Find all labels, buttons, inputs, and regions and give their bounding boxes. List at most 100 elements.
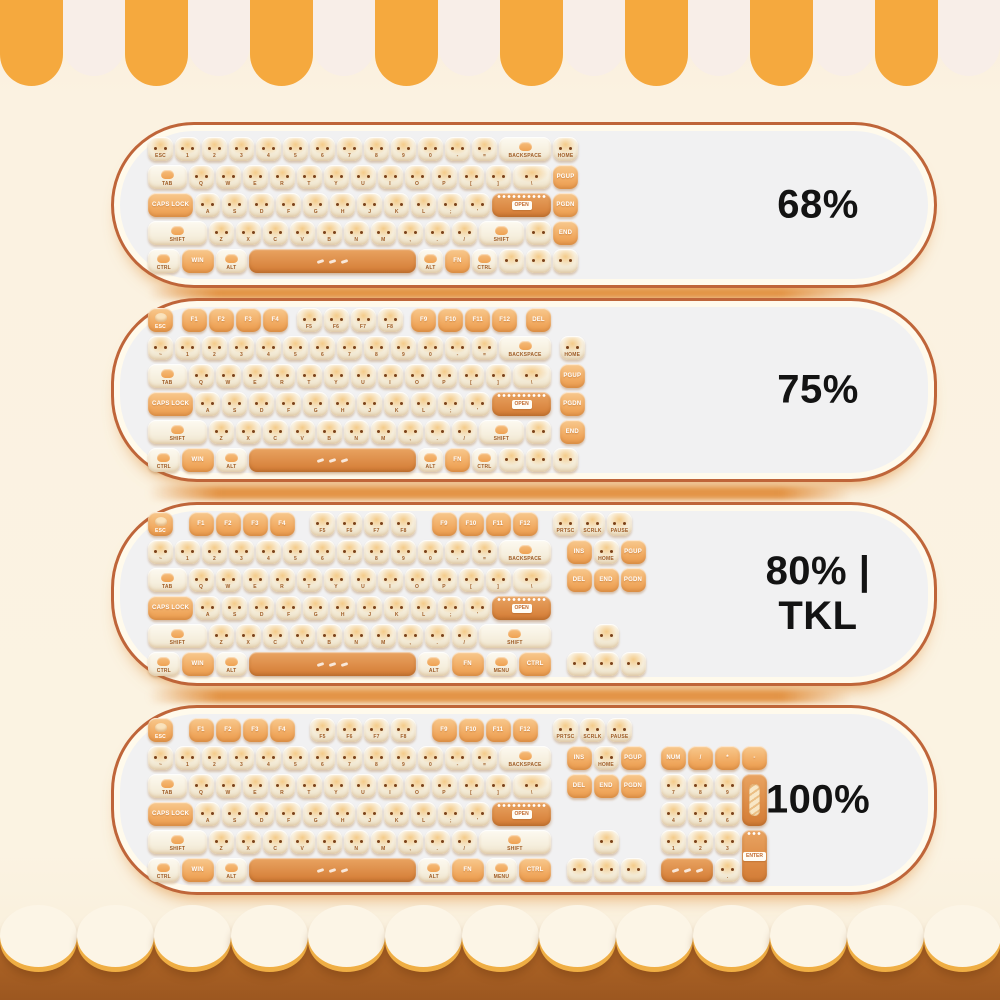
sub-icon: 6 [321, 352, 324, 358]
sign-icon: ENTER [743, 851, 766, 861]
panel-glow [148, 287, 852, 299]
sub-icon: ' [477, 408, 479, 414]
keycap-num: NUM [661, 746, 686, 770]
face-icon [613, 522, 626, 526]
keycap--: . [424, 420, 450, 444]
face-icon [302, 175, 316, 179]
keycap-b: B [316, 420, 342, 444]
keycap-3: 3 [229, 746, 254, 770]
panel-glow [148, 486, 852, 500]
keycap-end: END [593, 568, 619, 592]
sub-icon: ESC [155, 528, 166, 534]
face-icon [694, 812, 707, 816]
keyboard-row: ~1 2 3 4 5 6 7 8 9 0 - = BACKSPACE INS HOME PGUP [148, 540, 646, 564]
sub-icon: O [414, 181, 420, 187]
blob-icon [427, 657, 441, 666]
blob-icon [224, 657, 238, 666]
keycap-f6: F6 [337, 718, 362, 742]
scallop [847, 905, 924, 967]
face-icon [295, 634, 309, 638]
key-gap [553, 336, 558, 360]
keycap-3: 3 [229, 336, 254, 360]
face-icon [343, 756, 356, 760]
keycap-fn: FN [445, 448, 470, 472]
face-icon [525, 784, 539, 788]
sub-icon: L [422, 209, 426, 215]
keycap-a: A [195, 596, 221, 620]
sub-icon: 8 [699, 790, 702, 796]
keycap-e: E [242, 774, 268, 798]
awning-stripe [437, 0, 500, 76]
keycap-g: G [303, 596, 329, 620]
face-icon [336, 203, 350, 207]
keycap-4: 4 [256, 746, 281, 770]
face-icon [221, 374, 235, 378]
keycap-shift: SHIFT [478, 624, 551, 648]
awning-stripe [625, 0, 688, 86]
keycap-a: A [195, 193, 221, 217]
keycap-q: Q [188, 165, 214, 189]
sub-icon: 4 [267, 556, 270, 562]
keycap-ctrl: CTRL [148, 448, 180, 472]
sub-icon: 3 [240, 352, 243, 358]
keycap-k: K [384, 193, 410, 217]
blob-icon [478, 453, 491, 462]
keycap-1: 1 [175, 137, 200, 161]
face-icon [464, 175, 478, 179]
sub-icon: Y [334, 584, 338, 590]
sub-icon: ] [497, 380, 499, 386]
keycap-i: I [377, 364, 403, 388]
keycap-4: 4 [661, 802, 686, 826]
keycap--: . [424, 221, 450, 245]
sub-icon: . [436, 436, 439, 442]
klabel-icon: - [753, 755, 756, 761]
face-icon [289, 147, 302, 151]
keycap-h: H [330, 596, 356, 620]
blob-icon [170, 835, 184, 844]
keycap-alt: ALT [215, 858, 248, 882]
keycap-blank [249, 652, 416, 676]
klabel-icon: INS [573, 755, 585, 761]
face-icon [208, 147, 221, 151]
keycap-backspace: BACKSPACE [499, 137, 551, 161]
sub-icon: TAB [161, 380, 173, 386]
keycap--: ] [485, 165, 511, 189]
key-gap [175, 308, 180, 332]
keycap-pgdn: PGDN [553, 193, 578, 217]
keycap-f6: F6 [337, 512, 362, 536]
sub-icon: ALT [226, 668, 237, 674]
keycap--: [ [458, 364, 484, 388]
key-gap [648, 802, 660, 826]
keyboard-100-percent: ESC F1 F2 F3 F4 F5 F6 F7 F8 F9 F10 F11 F12 PRTSC SCRLK… [148, 718, 767, 882]
face-icon [194, 784, 208, 788]
keycap-end: END [593, 774, 619, 798]
face-icon [268, 840, 282, 844]
face-icon [282, 812, 296, 816]
sub-icon: E [253, 584, 257, 590]
keycap--: . [424, 830, 450, 854]
keyboard-row: ESC F1 F2 F3 F4 F5 F6 F7 F8 F9 F10 F11 F12 PRTSC SCRLK… [148, 718, 767, 742]
key-gap [418, 512, 430, 536]
face-icon [268, 231, 282, 235]
keycap-caps-lock: CAPS LOCK [148, 193, 194, 217]
face-icon [316, 346, 329, 350]
klabel-icon: CTRL [526, 867, 544, 873]
face-icon [329, 175, 343, 179]
face-icon [275, 175, 289, 179]
keycap-menu: MENU [485, 858, 518, 882]
keycap-f10: F10 [458, 512, 484, 536]
key-gap [553, 774, 565, 798]
sub-icon: CTRL [477, 265, 492, 271]
keycap--: ' [465, 392, 491, 416]
sub-icon: U [361, 181, 365, 187]
keycap-s: S [222, 392, 248, 416]
sub-icon: HOME [557, 153, 574, 159]
face-icon [235, 346, 248, 350]
face-icon [214, 840, 228, 844]
face-icon [437, 175, 451, 179]
keycap-f2: F2 [215, 512, 241, 536]
keycap-f2: F2 [208, 308, 234, 332]
sub-icon: / [463, 436, 466, 442]
sub-icon: R [280, 790, 284, 796]
sub-icon: 5 [294, 153, 297, 159]
